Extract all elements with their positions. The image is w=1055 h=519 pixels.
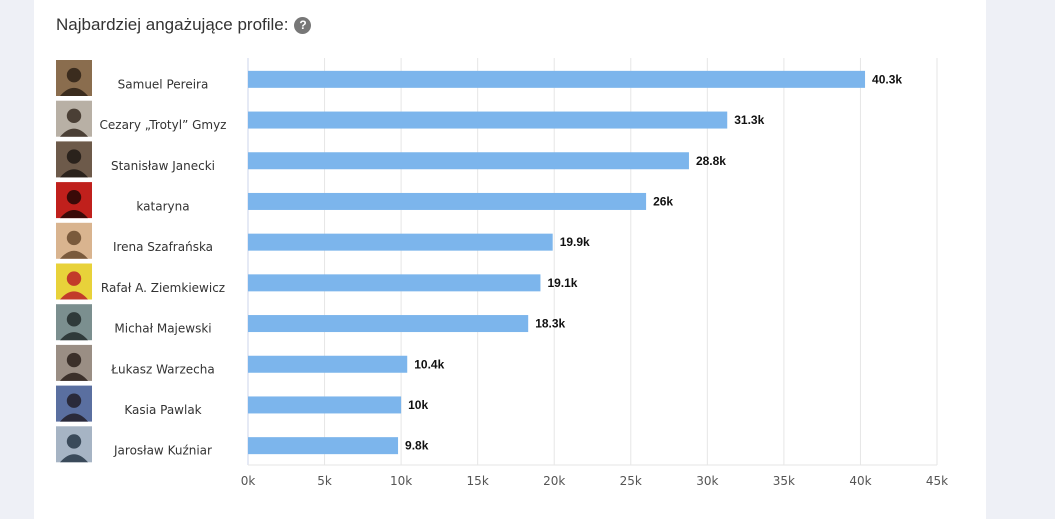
bar[interactable] <box>248 70 866 88</box>
avatar[interactable] <box>56 344 92 381</box>
bar[interactable] <box>248 111 728 129</box>
avatar[interactable] <box>56 100 92 137</box>
profile-name-label: Jarosław Kuźniar <box>113 444 212 458</box>
x-tick-label: 20k <box>543 474 565 488</box>
avatar[interactable] <box>56 222 92 259</box>
bar[interactable] <box>248 233 553 251</box>
avatar[interactable] <box>56 60 92 96</box>
avatar[interactable] <box>56 426 92 463</box>
bar-value-label: 40.3k <box>872 72 902 86</box>
avatar[interactable] <box>56 182 92 219</box>
x-tick-label: 0k <box>241 474 256 488</box>
bar[interactable] <box>248 355 408 373</box>
profile-name-label: Cezary „Trotyl” Gmyz <box>100 118 227 132</box>
bar[interactable] <box>248 274 541 292</box>
x-tick-label: 45k <box>926 474 948 488</box>
profile-name-label: Samuel Pereira <box>118 77 209 91</box>
avatar[interactable] <box>56 385 92 422</box>
bar-value-label: 18.3k <box>535 317 565 331</box>
profile-name-label: Irena Szafrańska <box>113 240 213 254</box>
page-title: Najbardziej angażujące profile: <box>56 15 289 34</box>
profile-name-label: Michał Majewski <box>114 322 211 336</box>
avatar[interactable] <box>56 141 92 178</box>
profile-name-label: Łukasz Warzecha <box>110 362 214 376</box>
bar-value-label: 10.4k <box>414 357 444 371</box>
x-tick-label: 5k <box>317 474 332 488</box>
x-tick-label: 40k <box>849 474 871 488</box>
bar-value-label: 10k <box>408 398 428 412</box>
bar-value-label: 31.3k <box>734 113 764 127</box>
bar[interactable] <box>248 315 529 333</box>
bar-value-label: 9.8k <box>405 439 429 453</box>
profile-name-label: Kasia Pawlak <box>124 403 201 417</box>
x-tick-label: 10k <box>390 474 412 488</box>
bar-value-label: 26k <box>653 194 673 208</box>
x-tick-label: 25k <box>620 474 642 488</box>
bar[interactable] <box>248 437 399 455</box>
x-tick-label: 35k <box>773 474 795 488</box>
bar-value-label: 28.8k <box>696 154 726 168</box>
bar-value-label: 19.1k <box>547 276 577 290</box>
profile-name-label: Stanisław Janecki <box>111 159 215 173</box>
x-tick-label: 30k <box>696 474 718 488</box>
x-tick-label: 15k <box>467 474 489 488</box>
avatar[interactable] <box>56 263 92 300</box>
profile-name-label: Rafał A. Ziemkiewicz <box>101 281 225 295</box>
avatar[interactable] <box>56 304 92 341</box>
bar[interactable] <box>248 192 647 210</box>
bar-value-label: 19.9k <box>560 235 590 249</box>
profile-name-label: kataryna <box>136 199 189 213</box>
bar[interactable] <box>248 152 689 170</box>
help-icon[interactable]: ? <box>294 16 312 34</box>
chart-title-row: Najbardziej angażujące profile: ? <box>56 15 312 35</box>
bar[interactable] <box>248 396 402 414</box>
